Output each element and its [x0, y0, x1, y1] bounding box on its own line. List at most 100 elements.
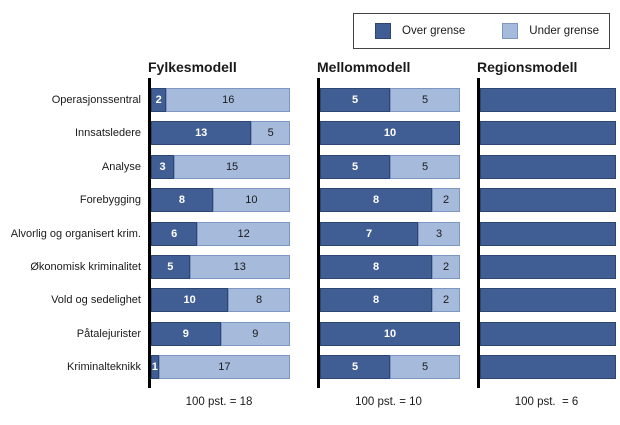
over-grense-segment	[480, 288, 616, 313]
bar-row	[480, 88, 616, 112]
over-grense-segment: 9	[151, 321, 221, 346]
segment-value-label: 12	[237, 227, 250, 240]
panel-footnote: 100 pst. = 6	[514, 396, 579, 408]
over-grense-segment: 5	[151, 255, 190, 279]
under-grense-segment: 9	[220, 321, 290, 346]
segment-value-label: 1	[151, 361, 158, 374]
over-grense-segment: 8	[320, 255, 432, 279]
legend-label: Under grense	[529, 25, 599, 37]
segment-value-label: 8	[372, 294, 380, 307]
plot-area: 2 16 13 5 3 15 8 10 6 12 5 13 10 8 9 9 1 17	[148, 78, 290, 388]
bar-row: 3 15	[151, 154, 290, 179]
over-grense-segment: 8	[320, 288, 432, 313]
over-grense-swatch-icon	[375, 23, 391, 39]
segment-value-label: 13	[195, 127, 208, 140]
over-grense-segment: 8	[320, 188, 432, 213]
panel-regionsmodell: Regionsmodell 100 pst. = 6	[477, 0, 616, 425]
over-grense-segment	[480, 355, 616, 380]
bar-row: 8 10	[151, 188, 290, 213]
segment-value-label: 6	[171, 227, 178, 240]
segment-value-label: 9	[182, 327, 189, 340]
over-grense-segment	[480, 221, 616, 246]
under-grense-segment: 5	[390, 355, 460, 380]
category-label: Vold og sedelighet	[51, 294, 141, 307]
over-grense-segment: 7	[320, 221, 418, 246]
legend-label: Over grense	[402, 25, 466, 37]
bar-row	[480, 288, 616, 313]
under-grense-segment: 3	[418, 221, 460, 246]
segment-value-label: 13	[233, 261, 246, 273]
under-grense-segment: 2	[432, 255, 460, 279]
segment-value-label: 2	[442, 194, 450, 207]
under-grense-swatch-icon	[502, 23, 519, 39]
category-label: Alvorlig og organisert krim.	[10, 227, 141, 240]
bar-row: 5 13	[151, 255, 290, 279]
segment-value-label: 8	[256, 294, 263, 307]
segment-value-label: 3	[159, 160, 166, 173]
over-grense-segment	[480, 154, 616, 179]
segment-value-label: 8	[372, 261, 380, 273]
panel-title: Regionsmodell	[477, 59, 578, 75]
under-grense-segment: 10	[212, 188, 290, 213]
segment-value-label: 2	[155, 94, 162, 106]
over-grense-segment: 2	[151, 88, 167, 112]
segment-value-label: 5	[267, 127, 274, 140]
over-grense-segment	[480, 188, 616, 213]
bar-row: 10	[320, 121, 460, 146]
over-grense-segment: 10	[320, 321, 460, 346]
segment-value-label: 10	[245, 194, 258, 207]
bar-row: 10 8	[151, 288, 290, 313]
segment-value-label: 16	[222, 94, 235, 106]
over-grense-segment: 10	[320, 121, 460, 146]
segment-value-label: 10	[383, 327, 397, 340]
segment-value-label: 8	[372, 194, 380, 207]
panel-title: Mellommodell	[317, 59, 411, 75]
over-grense-segment	[480, 121, 616, 146]
bar-row	[480, 255, 616, 279]
under-grense-segment: 2	[432, 288, 460, 313]
bar-row: 13 5	[151, 121, 290, 146]
category-label: Påtalejurister	[76, 327, 141, 340]
under-grense-segment: 13	[189, 255, 290, 279]
over-grense-segment: 6	[151, 221, 198, 246]
panel-fylkesmodell: Fylkesmodell 2 16 13 5 3 15 8 10 6 12 5 13 10 8 9 9 1 17 …	[148, 0, 290, 425]
segment-value-label: 5	[421, 361, 429, 374]
category-label: Økonomisk kriminalitet	[30, 261, 141, 273]
panel-title: Fylkesmodell	[148, 59, 237, 75]
bar-row	[480, 154, 616, 179]
segment-value-label: 8	[178, 194, 185, 207]
over-grense-segment: 5	[320, 355, 390, 380]
over-grense-segment: 8	[151, 188, 213, 213]
plot-area	[477, 78, 616, 388]
category-label: Kriminalteknikk	[67, 361, 141, 374]
segment-value-label: 9	[252, 327, 259, 340]
under-grense-segment: 5	[251, 121, 290, 146]
category-label: Innsatsledere	[74, 127, 141, 140]
over-grense-segment	[480, 321, 616, 346]
segment-value-label: 17	[218, 361, 231, 374]
segment-value-label: 10	[383, 127, 397, 140]
over-grense-segment: 5	[320, 154, 390, 179]
segment-value-label: 5	[351, 94, 359, 106]
category-label: Forebygging	[79, 194, 141, 207]
bar-row	[480, 321, 616, 346]
segment-value-label: 3	[435, 227, 443, 240]
bar-row	[480, 188, 616, 213]
segment-value-label: 5	[421, 160, 429, 173]
over-grense-segment: 10	[151, 288, 229, 313]
over-grense-segment: 13	[151, 121, 252, 146]
legend-item-over: Over grense	[375, 23, 465, 39]
segment-value-label: 5	[351, 160, 359, 173]
under-grense-segment: 2	[432, 188, 460, 213]
segment-value-label: 2	[442, 294, 450, 307]
under-grense-segment: 12	[197, 221, 290, 246]
legend-item-under: Under grense	[502, 23, 599, 39]
under-grense-segment: 8	[228, 288, 290, 313]
over-grense-segment: 5	[320, 88, 390, 112]
